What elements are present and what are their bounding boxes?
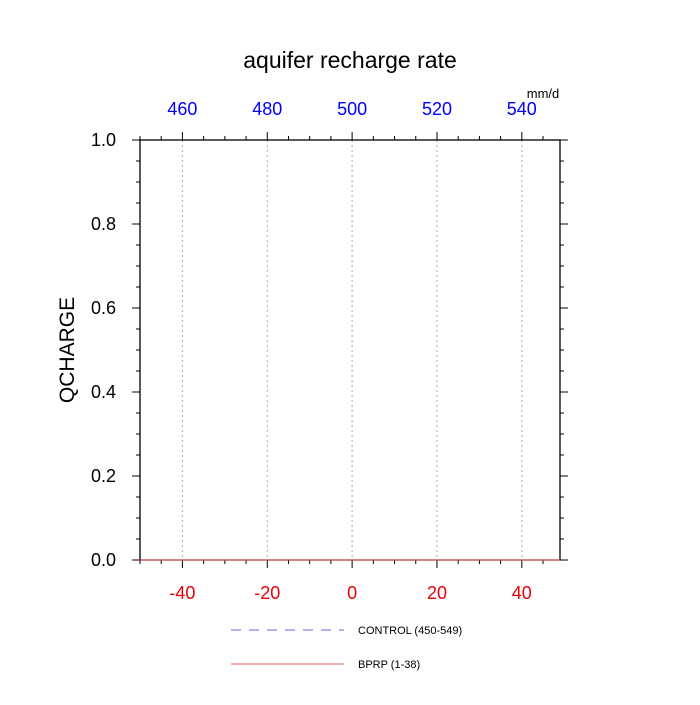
chart-title: aquifer recharge rate xyxy=(243,47,457,73)
x-tick-label: 40 xyxy=(512,583,532,603)
y-tick-label: 0.8 xyxy=(91,214,116,234)
plot-layer: -40 -20 0 20 40 460 480 500 520 540 0.0 0.2 0.4 0.6 0.… xyxy=(91,99,568,603)
top-tick-label: 520 xyxy=(422,99,452,119)
units-label: mm/d xyxy=(527,86,560,101)
plot-frame xyxy=(139,139,561,561)
x-tick-label: 20 xyxy=(427,583,447,603)
top-tick-label: 480 xyxy=(252,99,282,119)
y-tick-label: 1.0 xyxy=(91,130,116,150)
legend: CONTROL (450-549) BPRP (1-38) xyxy=(231,625,462,671)
x-tick-label: 0 xyxy=(347,583,357,603)
x-tick-label: -40 xyxy=(169,583,195,603)
top-tick-label: 460 xyxy=(167,99,197,119)
y-axis-title: QCHARGE xyxy=(56,297,79,403)
legend-label: BPRP (1-38) xyxy=(358,659,420,671)
legend-label: CONTROL (450-549) xyxy=(358,625,462,637)
y-tick-label: 0.0 xyxy=(91,550,116,570)
top-tick-label: 500 xyxy=(337,99,367,119)
x-tick-label: -20 xyxy=(254,583,280,603)
top-tick-label: 540 xyxy=(507,99,537,119)
y-tick-label: 0.2 xyxy=(91,466,116,486)
y-tick-label: 0.6 xyxy=(91,298,116,318)
y-tick-label: 0.4 xyxy=(91,382,116,402)
